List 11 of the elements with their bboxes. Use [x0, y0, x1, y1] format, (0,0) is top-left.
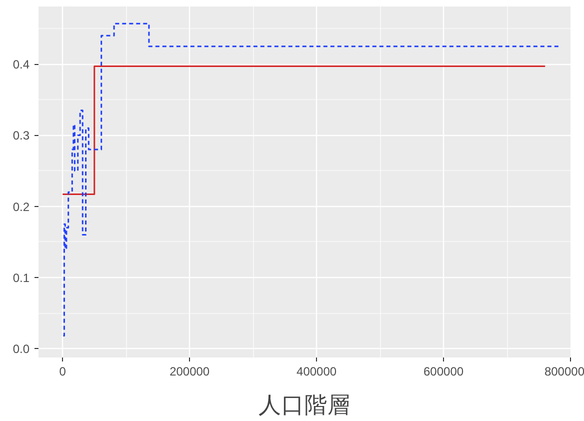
x-axis-title: 人口階層 — [258, 392, 350, 418]
y-tick-label: 0.0 — [12, 342, 30, 356]
x-tick-label: 400000 — [296, 364, 337, 378]
x-tick-label: 600000 — [424, 364, 464, 378]
x-tick-label: 800000 — [544, 364, 584, 378]
y-tick-label: 0.3 — [12, 128, 30, 143]
y-tick-label: 0.2 — [12, 200, 30, 214]
x-tick-label: 0 — [59, 364, 66, 378]
y-tick-label: 0.1 — [12, 270, 30, 285]
y-tick-label: 0.4 — [12, 58, 30, 72]
x-tick-label: 200000 — [170, 364, 210, 378]
